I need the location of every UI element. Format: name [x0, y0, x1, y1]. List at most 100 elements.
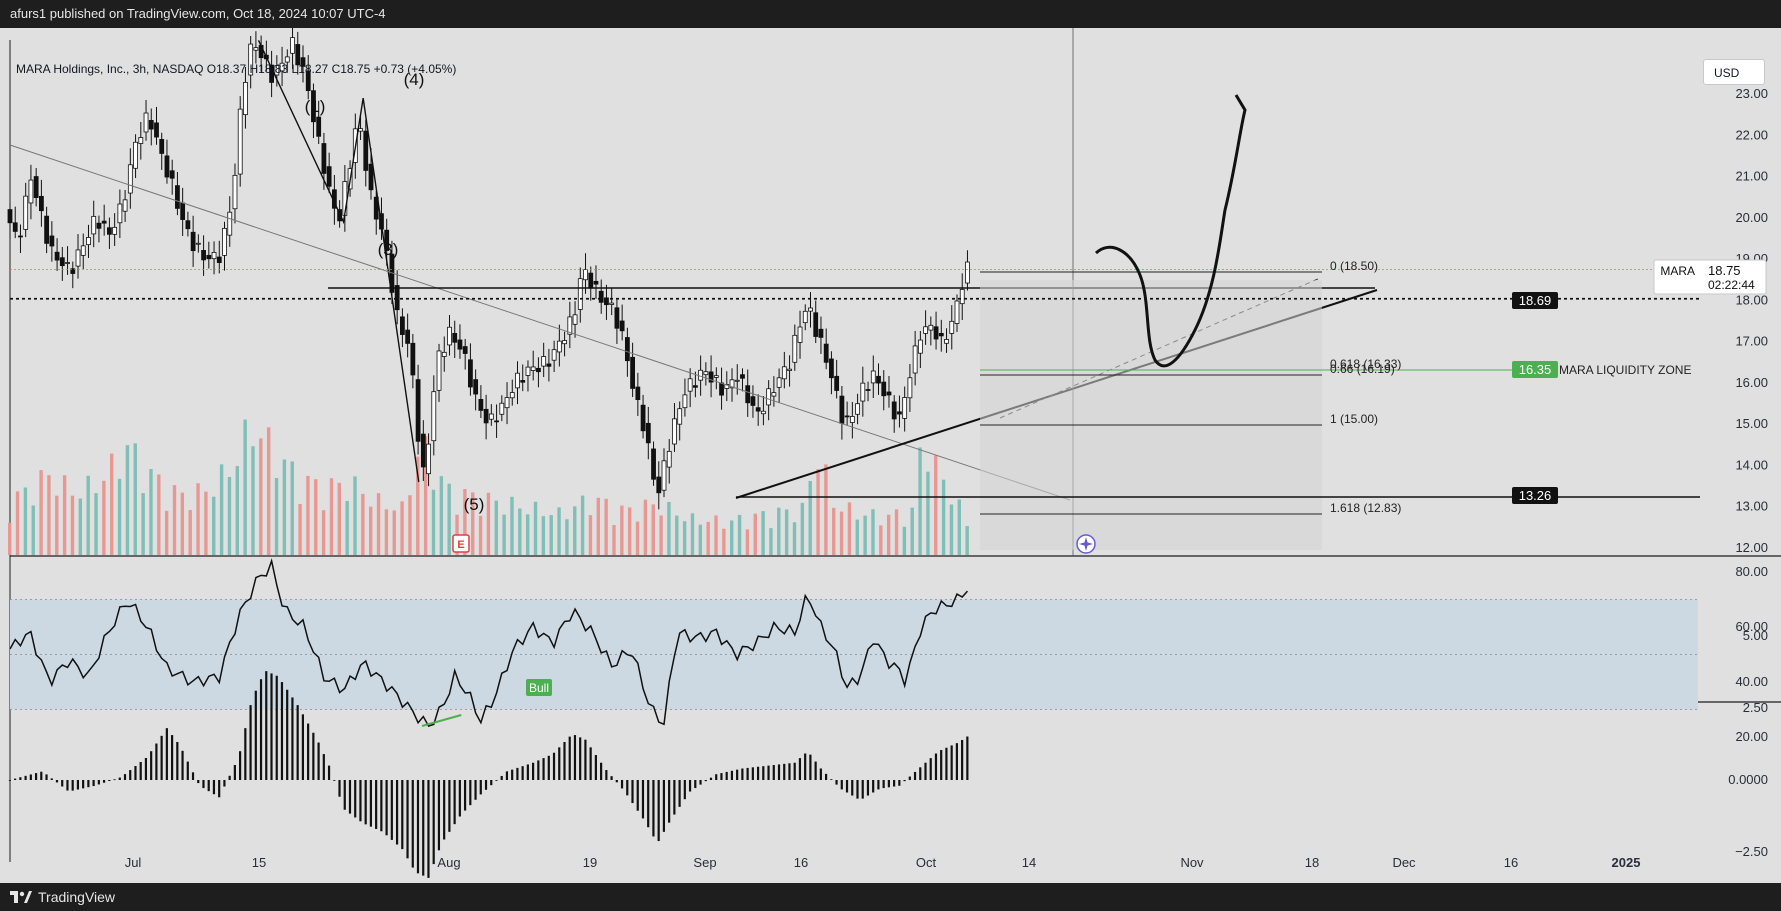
projection-scribble[interactable]	[1094, 94, 1247, 368]
downtrend-line[interactable]	[9, 144, 1071, 501]
volume-bar	[745, 529, 750, 555]
volume-bar	[431, 489, 436, 555]
volume-bar	[675, 515, 679, 555]
chart-svg[interactable]: Bull 23.0022.0021.0020.0019.0018.0017.00…	[0, 28, 1781, 883]
legend-high: H18.83	[249, 62, 289, 76]
macd-bar	[783, 763, 786, 780]
tradingview-logo[interactable]: TradingView	[10, 883, 115, 911]
volume-bar	[635, 521, 640, 555]
macd-bar	[824, 773, 828, 780]
macd-bar	[139, 762, 142, 780]
macd-bar	[856, 780, 859, 799]
macd-bar	[249, 705, 252, 780]
macd-bar	[102, 780, 106, 783]
volume-bar	[620, 505, 624, 555]
volume-bar	[423, 436, 428, 555]
bull-divergence-badge[interactable]: Bull	[526, 679, 552, 696]
volume-bar	[243, 419, 247, 555]
volume-bar	[188, 510, 192, 555]
macd-bar	[652, 780, 655, 837]
candle-body	[755, 407, 761, 412]
volume-bar	[196, 483, 200, 555]
candle-body	[703, 371, 709, 376]
candle-body	[337, 209, 343, 222]
macd-bar	[453, 780, 456, 825]
candle-body	[190, 231, 196, 252]
volume-bar	[439, 476, 444, 555]
fib-box	[980, 280, 1322, 550]
macd-bar	[359, 780, 362, 822]
rsi-line[interactable]	[9, 558, 969, 727]
volume-bar	[212, 496, 216, 555]
macd-bar	[940, 750, 943, 780]
macd-bar	[296, 705, 299, 780]
macd-bar	[375, 780, 378, 829]
candle-body	[619, 320, 625, 332]
candle-body	[624, 337, 630, 362]
macd-bar	[657, 780, 660, 842]
candle-body	[447, 326, 452, 346]
price-axis-tick: 21.00	[1735, 169, 1768, 184]
macd-bar	[730, 770, 734, 780]
earnings-marker-box	[452, 534, 470, 553]
macd-bar	[683, 780, 686, 800]
candle-body	[944, 339, 949, 344]
volume-bar	[463, 489, 467, 555]
candle-body	[358, 128, 363, 132]
macd-bar	[317, 742, 320, 780]
current-price: 18.75	[1708, 263, 1741, 278]
current-price-bg	[1653, 259, 1767, 295]
candle-body	[949, 320, 955, 334]
volume-bar	[117, 478, 122, 555]
level-badge-1635-text: 16.35	[1519, 362, 1552, 377]
macd-bar	[390, 780, 393, 840]
compass-icon[interactable]	[1076, 534, 1096, 554]
macd-bar	[254, 690, 257, 780]
macd-bar	[835, 780, 838, 785]
macd-bar	[893, 780, 896, 787]
macd-bar	[641, 780, 645, 819]
candle-body	[776, 377, 782, 388]
earnings-marker[interactable]: E	[452, 534, 470, 553]
time-axis-tick: Dec	[1392, 855, 1416, 870]
wave-label: (3)	[378, 240, 399, 259]
candle-body	[494, 420, 499, 423]
volume-bar	[518, 508, 522, 555]
time-axis-tick: 19	[583, 855, 597, 870]
candle-body	[640, 404, 646, 432]
time-axis-tick: 14	[1022, 855, 1036, 870]
fib-level-label: 0 (18.50)	[1330, 259, 1378, 273]
currency-button[interactable]: USD	[1703, 59, 1765, 85]
candle-body	[813, 312, 819, 337]
fib-level-label: 0.618 (16.33)	[1330, 357, 1401, 371]
macd-bar	[950, 745, 953, 780]
macd-bar	[291, 697, 294, 780]
candle-body	[117, 203, 123, 224]
macd-bar	[490, 780, 493, 786]
footer-brand: TradingView	[38, 889, 116, 905]
price-axis-tick: 18.00	[1735, 292, 1768, 307]
macd-bar	[589, 747, 592, 780]
macd-bar	[934, 753, 938, 780]
candle-body	[436, 350, 442, 391]
candle-body	[635, 386, 641, 401]
elliott-wave-path[interactable]	[257, 40, 420, 483]
volume-bar	[918, 447, 922, 555]
volume-bar	[863, 515, 867, 555]
volume-bar	[832, 507, 836, 555]
bull-badge-bg	[526, 679, 552, 696]
rsi-band	[10, 599, 1698, 710]
price-axis-tick: 16.00	[1735, 375, 1768, 390]
candle-body	[91, 215, 97, 235]
candle-body	[692, 385, 698, 388]
candle-body	[28, 179, 34, 204]
candle-body	[818, 328, 824, 338]
candle-body	[384, 229, 390, 251]
wave-label: (1)	[305, 97, 326, 116]
volume-bar	[8, 522, 12, 555]
macd-bar	[620, 780, 624, 789]
tradingview-logo-icon	[10, 891, 32, 903]
candle-body	[206, 254, 212, 260]
volume-bar	[259, 438, 263, 555]
